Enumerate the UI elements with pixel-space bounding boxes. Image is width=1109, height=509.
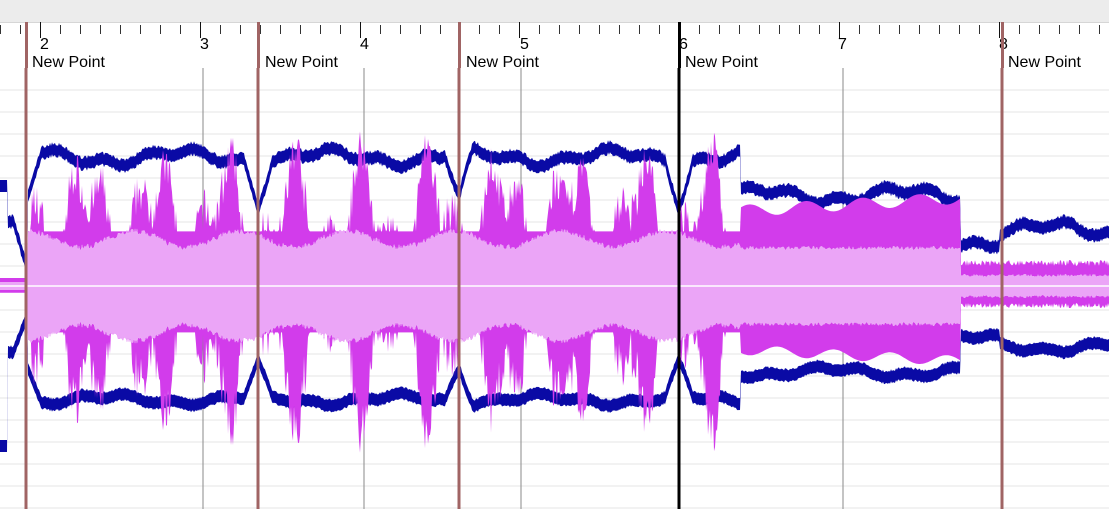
ruler-minor-tick: [140, 25, 141, 34]
ruler-minor-tick: [320, 25, 321, 34]
ruler-minor-tick: [0, 25, 1, 34]
ruler-minor-tick: [60, 25, 61, 34]
ruler-minor-tick: [380, 25, 381, 34]
marker-line-ruler: [25, 22, 28, 68]
marker-label[interactable]: New Point: [685, 54, 758, 71]
ruler-minor-tick: [899, 25, 900, 34]
ruler-minor-tick: [479, 25, 480, 34]
ruler-minor-tick: [739, 25, 740, 34]
marker-lines: [24, 68, 1004, 509]
ruler-major-tick: [519, 22, 520, 38]
ruler-major-tick: [40, 22, 41, 38]
marker-label[interactable]: New Point: [466, 54, 539, 71]
outer-envelope-bottom: [0, 309, 1109, 452]
marker-label[interactable]: New Point: [32, 54, 105, 71]
ruler-minor-tick: [220, 25, 221, 34]
ruler-minor-tick: [1039, 25, 1040, 34]
peak-fill-top: [0, 131, 1109, 282]
ruler-major-tick: [839, 22, 840, 38]
ruler-minor-tick: [559, 25, 560, 34]
ruler-minor-tick: [260, 25, 261, 34]
ruler-minor-tick: [499, 25, 500, 34]
ruler-minor-tick: [579, 25, 580, 34]
toolbar-strip: [0, 0, 1109, 23]
ruler-minor-tick: [619, 25, 620, 34]
ruler-minor-tick: [659, 25, 660, 34]
ruler-minor-tick: [819, 25, 820, 34]
marker-label[interactable]: New Point: [265, 54, 338, 71]
ruler-minor-tick: [699, 25, 700, 34]
ruler-minor-tick: [919, 25, 920, 34]
ruler-major-tick: [360, 22, 361, 38]
ruler-major-tick: [999, 22, 1000, 38]
peak-fill-bottom: [0, 290, 1109, 453]
ruler-minor-tick: [340, 25, 341, 34]
ruler-minor-tick: [280, 25, 281, 34]
ruler-minor-tick: [20, 25, 21, 34]
ruler-minor-tick: [719, 25, 720, 34]
ruler-minor-tick: [160, 25, 161, 34]
waveform-layers: [0, 131, 1109, 453]
ruler-minor-tick: [240, 25, 241, 34]
audio-waveform[interactable]: [0, 68, 1109, 509]
ruler-minor-tick: [539, 25, 540, 34]
ruler-minor-tick: [300, 25, 301, 34]
ruler-minor-tick: [879, 25, 880, 34]
ruler-minor-tick: [80, 25, 81, 34]
ruler-minor-tick: [1059, 25, 1060, 34]
ruler-major-tick: [200, 22, 201, 38]
marker-line-ruler: [678, 22, 681, 68]
timeline-ruler[interactable]: 2 3 4 5 6 7 8 New Point New Point New Po…: [0, 22, 1109, 71]
bar-number-4: 4: [360, 36, 369, 53]
ruler-minor-tick: [440, 25, 441, 34]
ruler-minor-tick: [799, 25, 800, 34]
ruler-minor-tick: [1079, 25, 1080, 34]
ruler-minor-tick: [1019, 25, 1020, 34]
ruler-minor-tick: [100, 25, 101, 34]
ruler-minor-tick: [120, 25, 121, 34]
ruler-minor-tick: [400, 25, 401, 34]
marker-line-ruler: [458, 22, 461, 68]
ruler-minor-tick: [180, 25, 181, 34]
ruler-minor-tick: [779, 25, 780, 34]
marker-line-ruler: [257, 22, 260, 68]
ruler-minor-tick: [979, 25, 980, 34]
bar-number-5: 5: [520, 36, 529, 53]
ruler-minor-tick: [1099, 25, 1100, 34]
ruler-minor-tick: [639, 25, 640, 34]
bar-number-2: 2: [40, 36, 49, 53]
ruler-minor-tick: [759, 25, 760, 34]
ruler-minor-tick: [599, 25, 600, 34]
ruler-minor-tick: [959, 25, 960, 34]
bar-number-7: 7: [838, 36, 847, 53]
marker-label[interactable]: New Point: [1008, 54, 1081, 71]
marker-line-ruler: [1001, 22, 1004, 68]
ruler-minor-tick: [859, 25, 860, 34]
ruler-minor-tick: [939, 25, 940, 34]
bar-number-3: 3: [200, 36, 209, 53]
ruler-minor-tick: [420, 25, 421, 34]
bar-number-6: 6: [679, 36, 688, 53]
